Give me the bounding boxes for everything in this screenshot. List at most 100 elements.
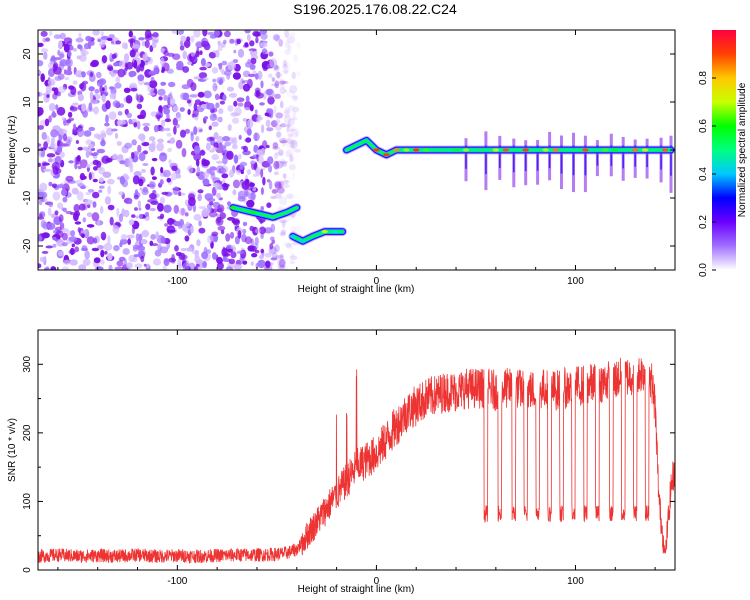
noise-blob [76,127,85,138]
noise-blob [105,157,113,163]
noise-blob [130,87,138,92]
noise-blob [52,191,61,201]
noise-blob [215,49,220,58]
noise-blob [69,259,78,266]
noise-blob [144,211,150,217]
noise-blob [115,221,121,226]
noise-blob [76,55,82,60]
noise-blob [149,181,156,189]
noise-blob [148,80,158,89]
noise-blob [257,114,262,119]
noise-blob [118,213,123,223]
noise-blob [75,37,84,43]
noise-blob [159,152,168,162]
noise-blob [190,52,195,57]
feature-hotspot [542,148,549,152]
noise-blob [185,212,189,217]
noise-blob [174,245,179,252]
noise-blob [63,37,73,44]
noise-blob [59,151,65,158]
noise-blob [278,149,284,157]
noise-blob [281,137,287,147]
noise-blob [274,182,282,190]
noise-blob [193,126,198,136]
spectrogram-features [228,135,675,246]
noise-blob [85,35,92,42]
noise-blob [61,242,68,247]
noise-blob [230,112,239,117]
noise-blob [202,77,209,81]
noise-blob [50,129,58,138]
noise-blob [119,176,126,185]
noise-blob [47,207,52,216]
noise-blob [206,102,215,110]
noise-blob [77,165,82,170]
noise-blob [212,182,221,187]
noise-blob [290,252,295,258]
noise-blob [38,107,44,116]
noise-blob [150,234,157,240]
noise-blob [78,264,87,270]
noise-blob [151,40,157,49]
noise-blob [265,88,273,96]
noise-blob [283,115,292,125]
noise-blob [272,146,280,151]
noise-blob [166,177,172,183]
noise-blob [78,203,86,211]
noise-blob [173,186,179,196]
y-tick-label: 200 [22,424,33,441]
noise-blob [196,166,200,175]
noise-blob [48,202,54,208]
noise-blob [106,37,113,42]
spectrogram-y-ticks: -20 -10 0 10 20 [22,48,675,253]
noise-blob [229,231,235,239]
noise-blob [229,38,235,44]
noise-blob [185,221,190,227]
noise-blob [222,136,231,142]
noise-blob [202,30,208,37]
noise-blob [105,114,109,124]
noise-blob [184,235,190,242]
noise-blob [268,164,273,173]
noise-blob [52,236,57,241]
noise-blob [96,148,106,154]
noise-blob [260,187,264,196]
noise-blob [90,40,95,46]
snr-x-label: Height of straight line (km) [298,584,415,595]
noise-blob [278,80,286,85]
noise-blob [159,126,165,132]
noise-blob [126,262,133,269]
noise-blob [133,194,139,200]
noise-blob [93,133,100,139]
noise-blob [256,149,264,156]
noise-blob [62,207,67,213]
noise-blob [233,154,239,164]
vertical-streak-core [584,145,587,176]
noise-blob [277,256,281,267]
feature-hotspot [393,148,400,152]
noise-blob [179,207,187,216]
noise-blob [60,228,69,233]
noise-blob [172,220,181,227]
noise-blob [133,122,138,128]
noise-blob [63,43,70,53]
feature-hotspot [423,148,430,152]
noise-blob [135,233,140,242]
noise-blob [277,186,285,194]
noise-blob [163,50,169,57]
noise-blob [216,160,224,164]
snr-frame [37,329,676,571]
noise-blob [59,59,68,67]
feature-hotspot [413,148,420,152]
noise-blob [48,68,55,77]
noise-blob [110,73,116,78]
noise-blob [200,58,206,67]
noise-blob [227,124,232,131]
noise-blob [287,45,292,51]
noise-blob [106,127,114,136]
noise-blob [132,175,140,185]
noise-blob [259,42,268,48]
spectrogram-x-ticks: -100 0 100 [57,30,656,287]
noise-blob [46,94,50,98]
noise-blob [237,48,245,58]
